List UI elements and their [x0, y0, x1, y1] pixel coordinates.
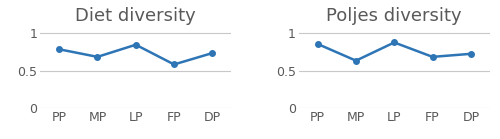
Title: Poljes diversity: Poljes diversity	[326, 7, 462, 25]
Title: Diet diversity: Diet diversity	[76, 7, 196, 25]
